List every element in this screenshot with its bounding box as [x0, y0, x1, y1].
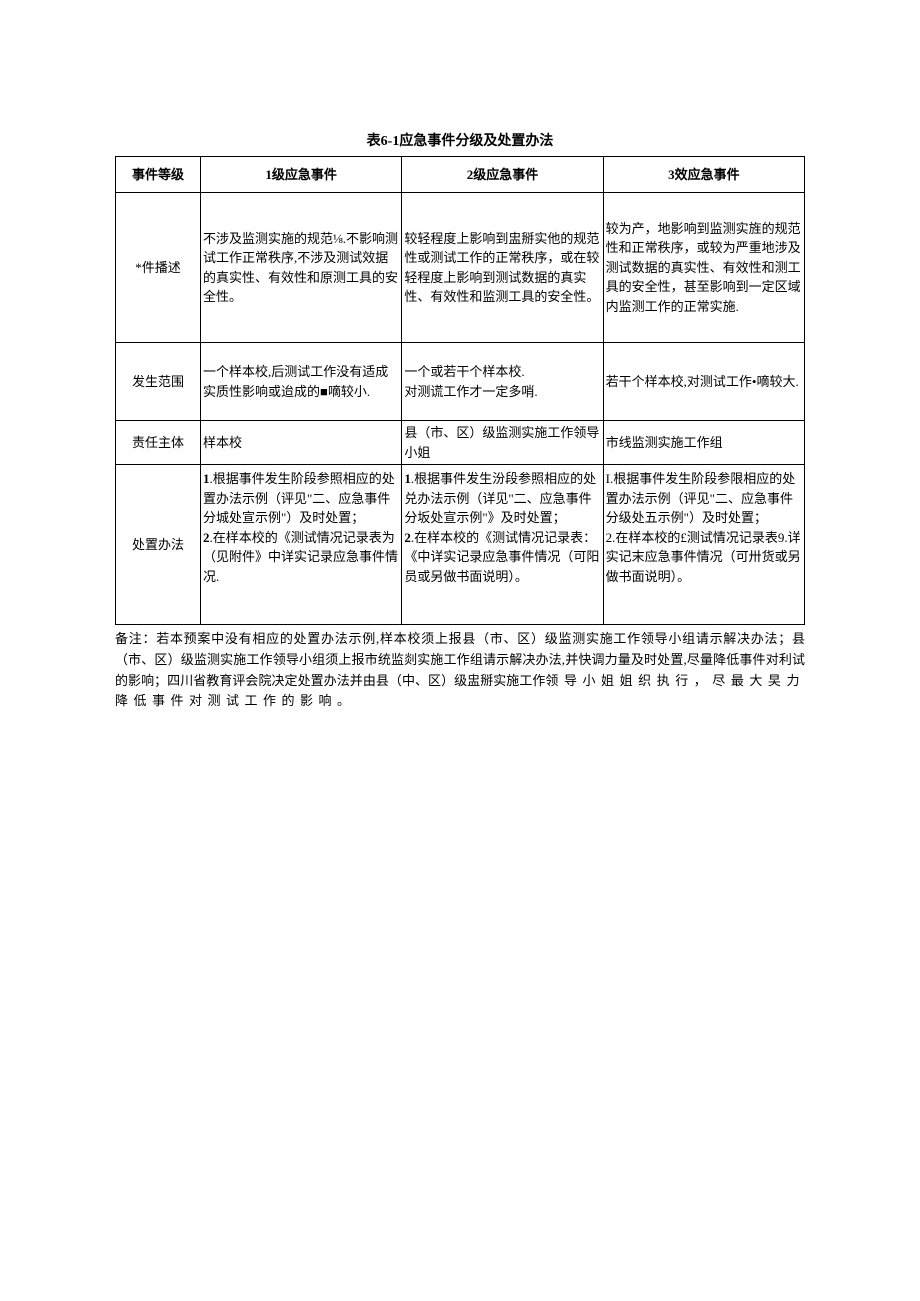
method-c1-t1: .根据事件发生阶段参照相应的处置办法示例（评见"二、应急事件分城处宣示例"）及时… [203, 471, 395, 525]
table-title: 表6-1应急事件分级及处置办法 [115, 130, 805, 150]
row-label-desc: *件播述 [116, 193, 201, 343]
method-c2-t1: .根据事件发生汾段参照相应的处兑办法示例（详见"二、应急事件分坂处宣示例"》及时… [404, 471, 596, 525]
method-c3: I.根据事件发生阶段参限相应的处置办法示例（评见"二、应急事件分级处五示例"）及… [603, 465, 804, 625]
desc-c3: 较为产，地影响到监测实旌的规范性和正常秩序，或较为严重地涉及测试数据的真实性、有… [603, 193, 804, 343]
scope-c2: 一个或若干个样本校. 对测谎工作才一定多哨. [402, 343, 603, 421]
row-description: *件播述 不涉及监测实施的规范⅛.不影响测试工作正常秩序,不涉及测试效据的真实性… [116, 193, 805, 343]
row-method: 处置办法 1.根据事件发生阶段参照相应的处置办法示例（评见"二、应急事件分城处宣… [116, 465, 805, 625]
method-c3-t2: 2.在样本校的£测试情况记录表9.详实记末应急事件情况（可卅货或另做书面说明）。 [606, 530, 801, 584]
row-responsibility: 责任主体 样本校 县（市、区）级监测实施工作领导小姐 市线监测实施工作组 [116, 421, 805, 465]
scope-c3: 若干个样本校,对测试工作•嘀较大. [603, 343, 804, 421]
resp-c1: 样本校 [201, 421, 402, 465]
row-scope: 发生范围 一个样本校,后测试工作没有适成实质性影响或迨成的■嘀较小. 一个或若干… [116, 343, 805, 421]
footnote: 备注：若本预案中没有相应的处置办法示例,样本校须上报县（市、区）级监测实施工作领… [115, 629, 805, 712]
header-level1: 1级应急事件 [201, 157, 402, 193]
resp-c2: 县（市、区）级监测实施工作领导小姐 [402, 421, 603, 465]
desc-c2: 较轻程度上影响到盅掰实他的规范性或测试工作的正常秩序，或在较轻程度上影响到测试数… [402, 193, 603, 343]
method-c2: 1.根据事件发生汾段参照相应的处兑办法示例（详见"二、应急事件分坂处宣示例"》及… [402, 465, 603, 625]
method-c1-t2: .在样本校的《测试情况记录表为（见附件》中详实记录应急事件情况. [203, 530, 398, 584]
header-level3: 3效应急事件 [603, 157, 804, 193]
scope-c1: 一个样本校,后测试工作没有适成实质性影响或迨成的■嘀较小. [201, 343, 402, 421]
resp-c3: 市线监测实施工作组 [603, 421, 804, 465]
method-c3-t1: I.根据事件发生阶段参限相应的处置办法示例（评见"二、应急事件分级处五示例"）及… [606, 471, 796, 525]
row-label-scope: 发生范围 [116, 343, 201, 421]
row-label-resp: 责任主体 [116, 421, 201, 465]
emergency-table: 事件等级 1级应急事件 2级应急事件 3效应急事件 *件播述 不涉及监测实施的规… [115, 156, 805, 625]
header-level2: 2级应急事件 [402, 157, 603, 193]
row-label-method: 处置办法 [116, 465, 201, 625]
header-row: 事件等级 1级应急事件 2级应急事件 3效应急事件 [116, 157, 805, 193]
header-level: 事件等级 [116, 157, 201, 193]
method-c2-t2: .在样本校的《测试情况记录表：《中详实记录应急事件情况（可阳员或另做书面说明）。 [404, 530, 599, 584]
desc-c1: 不涉及监测实施的规范⅛.不影响测试工作正常秩序,不涉及测试效据的真实性、有效性和… [201, 193, 402, 343]
method-c1: 1.根据事件发生阶段参照相应的处置办法示例（评见"二、应急事件分城处宣示例"）及… [201, 465, 402, 625]
